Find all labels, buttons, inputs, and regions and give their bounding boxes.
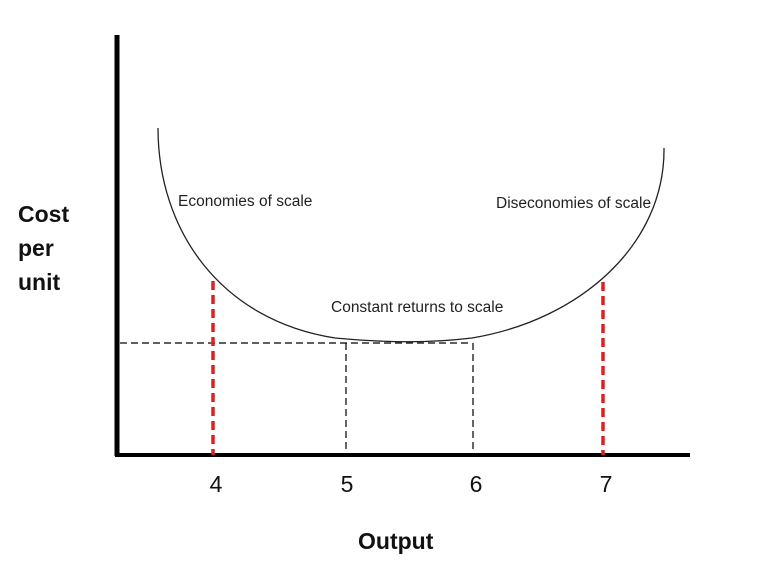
economies-of-scale-label: Economies of scale [178, 193, 312, 210]
tick-label-5: 5 [341, 471, 354, 497]
diseconomies-of-scale-label: Diseconomies of scale [496, 195, 651, 212]
constant-returns-label: Constant returns to scale [331, 299, 503, 316]
x-axis-label: Output [358, 528, 434, 554]
y-axis-label-line-1: Cost [18, 201, 70, 227]
average-cost-curve [157, 127, 665, 343]
y-axis-label: Cost per unit [18, 197, 69, 299]
tick-label-4: 4 [210, 471, 223, 497]
tick-label-7: 7 [600, 471, 613, 497]
tick-label-6: 6 [470, 471, 483, 497]
y-axis-label-line-3: unit [18, 269, 61, 295]
y-axis-label-line-2: per [18, 235, 54, 261]
